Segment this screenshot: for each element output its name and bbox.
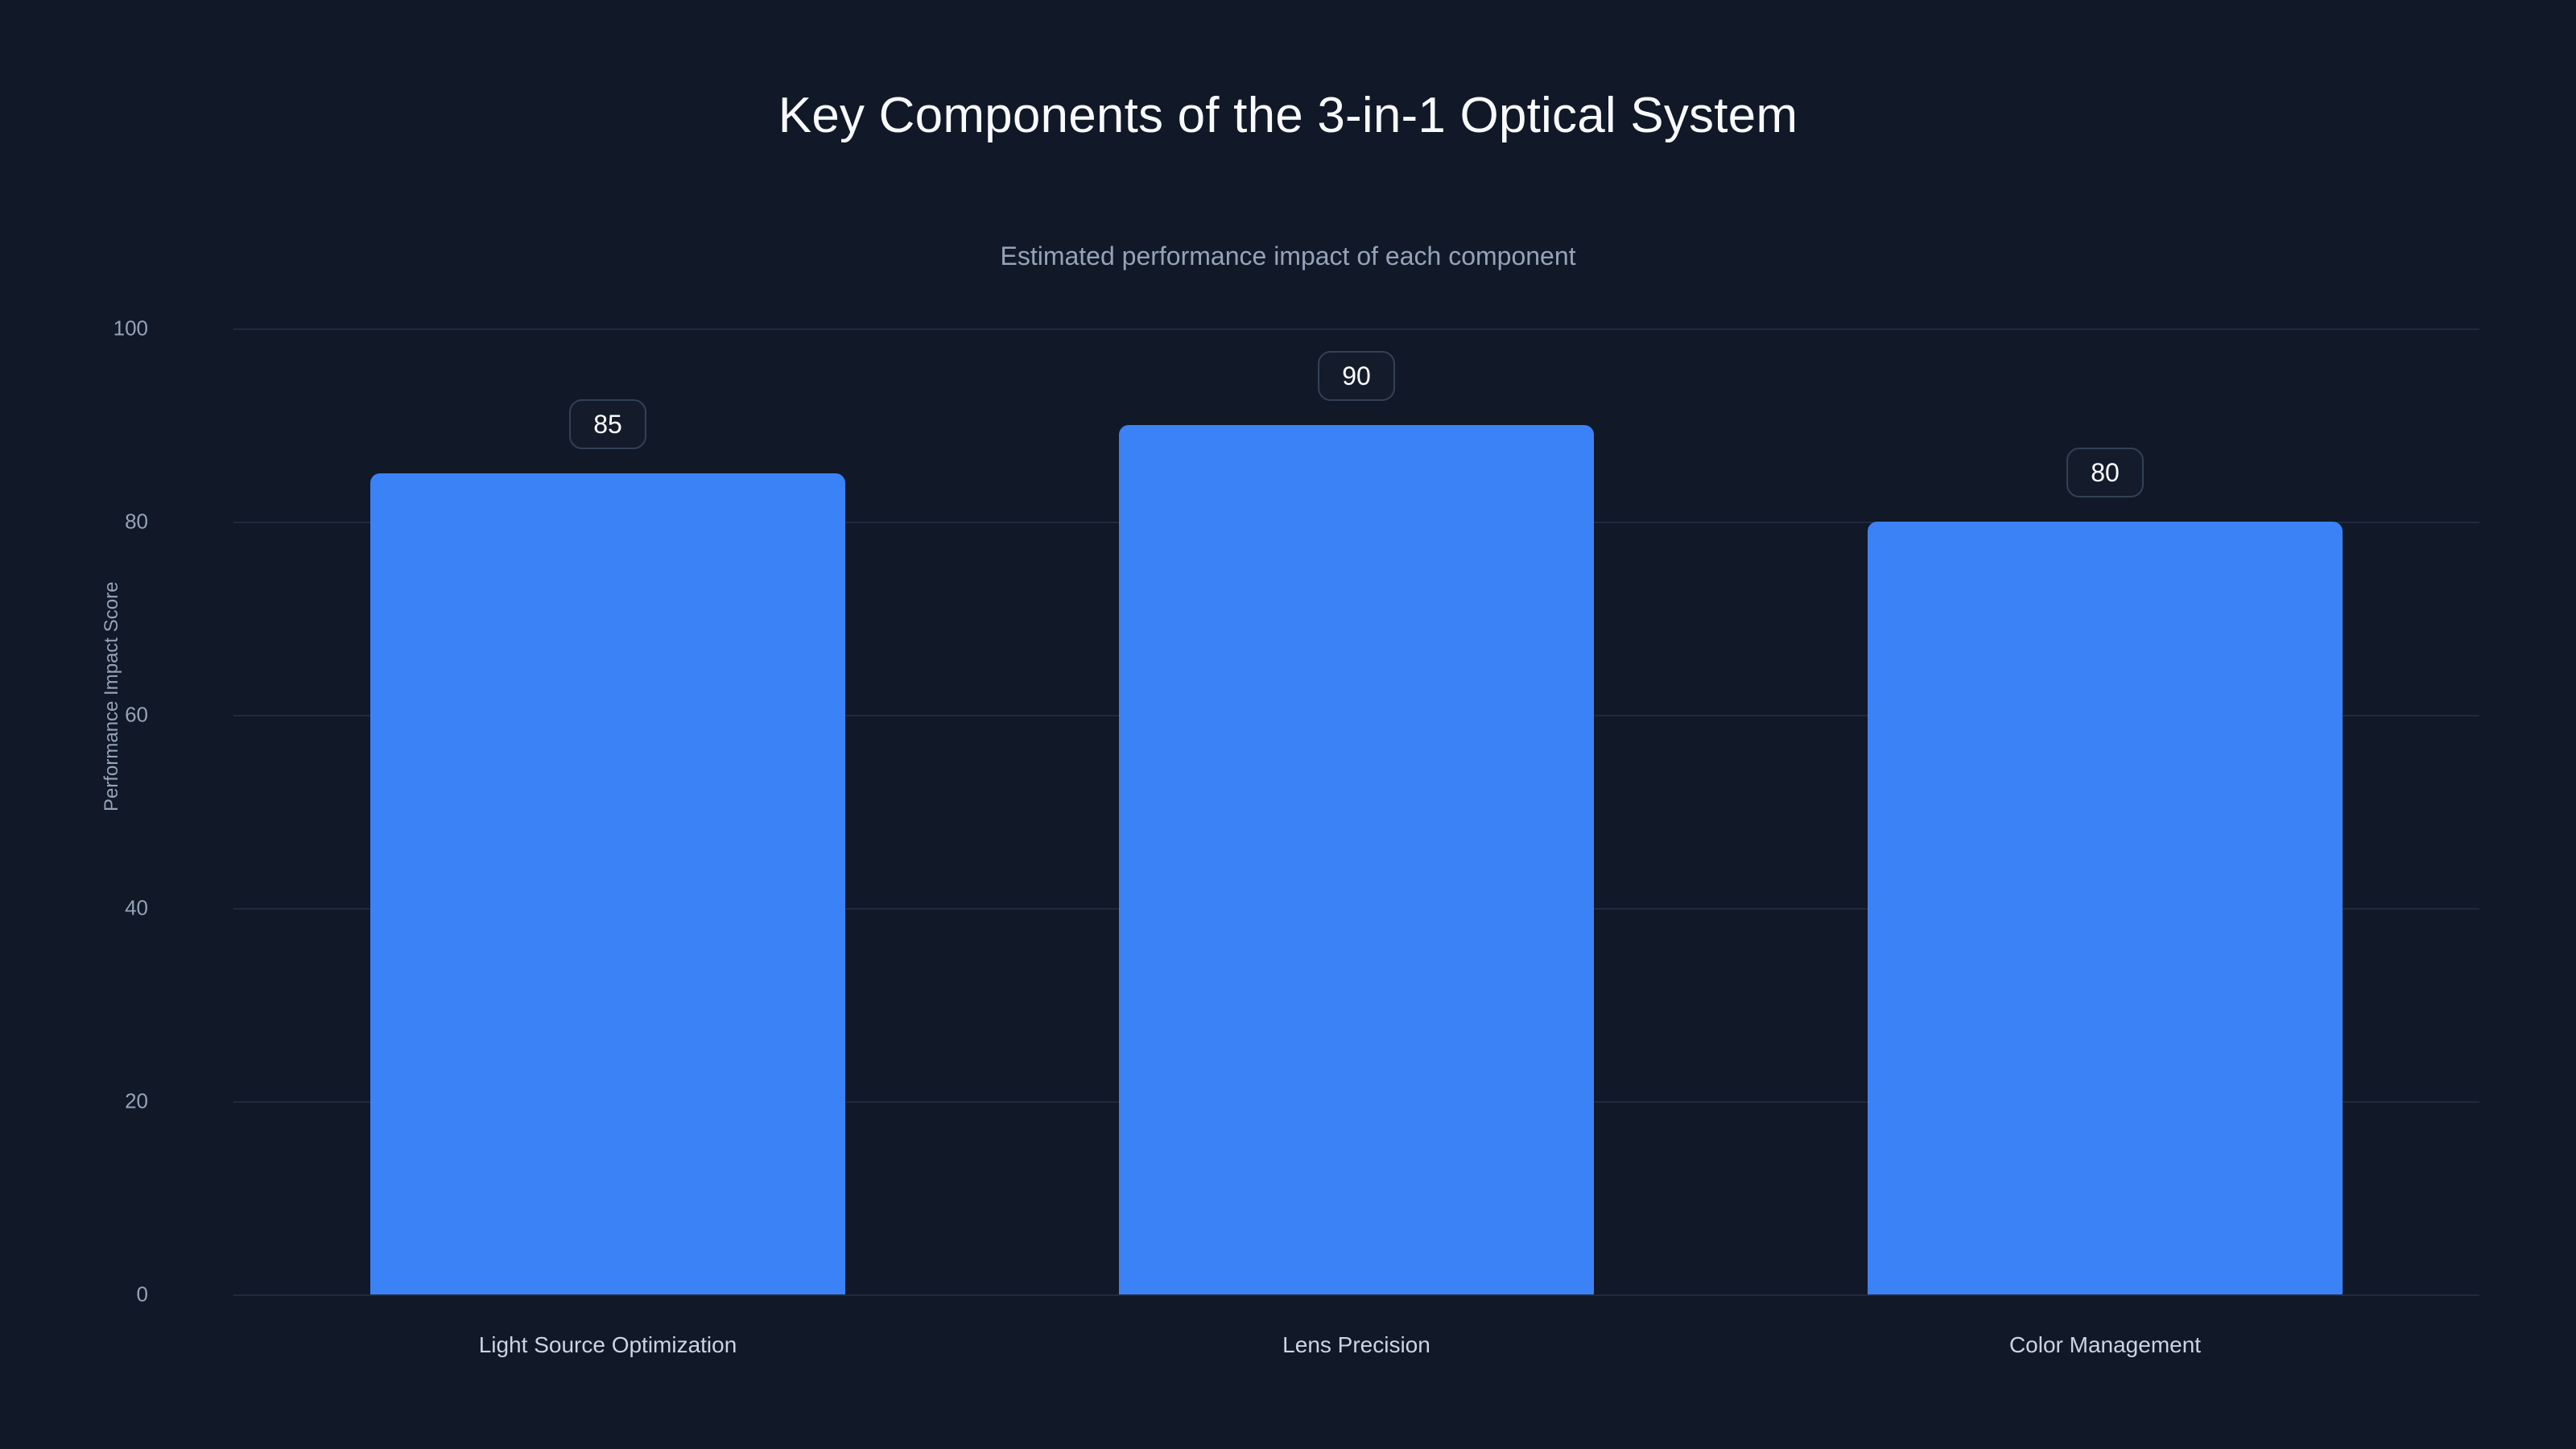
x-axis-category-label: Lens Precision bbox=[1282, 1332, 1430, 1357]
bar-value-badge: 80 bbox=[2066, 448, 2144, 497]
plot-area bbox=[233, 328, 2479, 1296]
bar[interactable] bbox=[369, 473, 846, 1294]
y-axis-title: Performance Impact Score bbox=[101, 581, 122, 811]
bar-value-badge: 90 bbox=[1318, 351, 1395, 401]
y-axis-tick-label: 40 bbox=[125, 895, 148, 920]
y-axis-tick-label: 0 bbox=[136, 1282, 148, 1307]
x-axis-category-label: Color Management bbox=[2008, 1332, 2202, 1357]
gridline bbox=[233, 328, 2479, 330]
bar-value-badge: 85 bbox=[569, 399, 646, 449]
gridline bbox=[233, 1294, 2479, 1296]
x-axis-category-label: Light Source Optimization bbox=[478, 1332, 737, 1357]
y-axis-tick-label: 20 bbox=[125, 1088, 148, 1113]
y-axis-tick-label: 60 bbox=[125, 702, 148, 727]
y-axis-tick-label: 80 bbox=[125, 509, 148, 534]
chart-subtitle: Estimated performance impact of each com… bbox=[1000, 242, 1576, 270]
y-axis-tick-label: 100 bbox=[113, 316, 148, 341]
bar[interactable] bbox=[1867, 522, 2343, 1294]
bar[interactable] bbox=[1118, 425, 1595, 1294]
page-title: Key Components of the 3-in-1 Optical Sys… bbox=[778, 88, 1798, 143]
